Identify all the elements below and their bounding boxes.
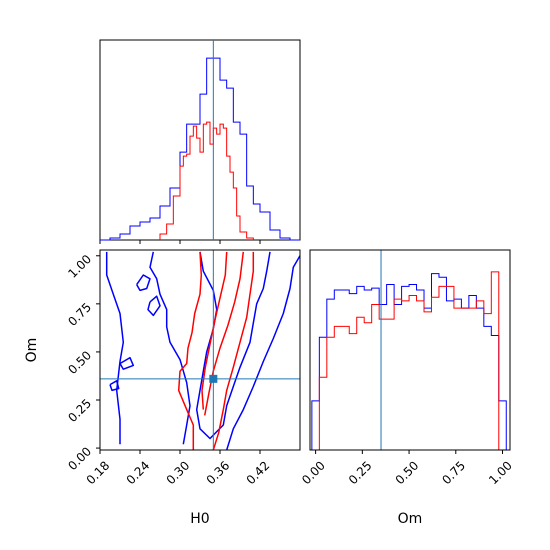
blue-contour-7: [109, 380, 120, 392]
h0-om-contours: [105, 251, 300, 450]
h0-tick-label: 0.42: [244, 458, 273, 487]
h0-om-contour-panel: 0.18 0.24 0.30 0.36 0.42 0.00 0.25 0.50 0.75 1.00…: [24, 249, 301, 527]
x-axis-label-h0: H0: [190, 511, 209, 527]
h0-om-ticks: 0.18 0.24 0.30 0.36 0.42 0.00 0.25 0.50 0.75 1.00: [65, 252, 272, 487]
om-marginal-tick-label: 0.50: [393, 458, 422, 487]
red-contour-8: [177, 251, 203, 450]
h0-tick-label: 0.24: [124, 458, 153, 487]
h0-om-frame: [99, 249, 301, 451]
om-tick-label: 0.25: [65, 396, 94, 425]
om-tick-label: 1.00: [65, 252, 94, 281]
red-contour-10: [203, 251, 245, 416]
om-tick-label: 0.00: [65, 444, 94, 473]
h0-tick-label: 0.30: [164, 458, 193, 487]
om-marginal-tick-label: 0.25: [346, 458, 375, 487]
h0-marginal-frame: [99, 39, 301, 241]
blue-contour-0: [105, 251, 125, 445]
om-marginal-histograms: [311, 271, 507, 451]
h0-marginal-histograms: [100, 57, 300, 241]
om-marginal-x-ticks: 0.00 0.25 0.50 0.75 1.00: [299, 450, 515, 487]
h0-om-truth-lines: [100, 250, 300, 450]
red-contour-11: [201, 251, 228, 410]
blue-contour-6: [119, 356, 135, 370]
red-contour-9: [212, 251, 255, 450]
blue-contour-1: [149, 251, 191, 445]
blue-contour-3: [225, 255, 300, 450]
truth-marker: [209, 374, 218, 383]
blue-om-histogram: [311, 273, 507, 450]
blue-contour-4: [136, 274, 151, 292]
x-axis-label-om: Om: [398, 511, 423, 527]
h0-tick-label: 0.36: [204, 458, 233, 487]
om-marginal-tick-label: 1.00: [486, 458, 515, 487]
blue-contour-5: [147, 295, 161, 317]
red-h0-histogram: [159, 121, 254, 240]
y-axis-label-om: Om: [24, 338, 40, 363]
blue-h0-histogram: [100, 57, 300, 241]
om-tick-label: 0.50: [65, 348, 94, 377]
h0-tick-label: 0.18: [84, 458, 113, 487]
h0-marginal-panel: [99, 39, 301, 244]
h0-marginal-x-ticks: [99, 240, 261, 244]
red-om-histogram: [311, 271, 503, 451]
blue-contour-2: [195, 251, 271, 440]
om-marginal-tick-label: 0.75: [439, 458, 468, 487]
om-marginal-panel: 0.00 0.25 0.50 0.75 1.00 Om: [299, 249, 515, 527]
om-tick-label: 0.75: [65, 300, 94, 329]
om-marginal-tick-label: 0.00: [299, 458, 328, 487]
om-marginal-frame: [309, 249, 511, 451]
